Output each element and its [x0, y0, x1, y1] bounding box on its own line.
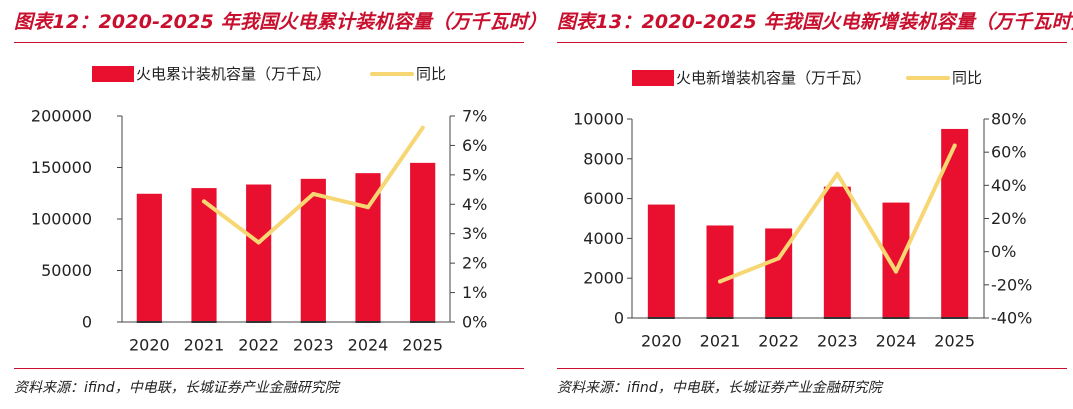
title-divider: [14, 42, 524, 43]
source-divider: [14, 368, 524, 369]
bar: [191, 188, 217, 322]
y-tick-label-right: 1%: [462, 283, 487, 302]
yoy-point: [256, 240, 261, 245]
y-tick-label-right: 5%: [462, 165, 487, 184]
bar: [246, 184, 272, 322]
bar: [706, 225, 734, 318]
source-note: 资料来源：ifind，中电联，长城证券产业金融研究院: [14, 380, 339, 396]
y-tick-label-left: 6000: [583, 189, 624, 208]
yoy-point: [420, 125, 425, 130]
y-tick-label-right: 40%: [991, 176, 1027, 195]
y-tick-label-left: 150000: [31, 158, 92, 177]
x-tick-label: 2024: [876, 332, 917, 351]
y-tick-label-right: -40%: [991, 309, 1032, 328]
y-tick-label-left: 100000: [31, 210, 92, 229]
y-tick-label-right: 60%: [991, 143, 1027, 162]
y-tick-label-right: 6%: [462, 136, 487, 155]
legend-label-line: 同比: [952, 69, 982, 87]
yoy-point: [366, 205, 370, 210]
legend-label-line: 同比: [416, 65, 446, 83]
y-tick-label-right: 0%: [991, 242, 1016, 261]
y-tick-label-left: 2000: [583, 269, 624, 288]
chart-title: 图表12：2020-2025 年我国火电累计装机容量（万千瓦时）: [14, 11, 548, 33]
x-tick-label: 2024: [348, 336, 389, 355]
y-tick-label-right: 3%: [462, 224, 487, 243]
chart-title: 图表13：2020-2025 年我国火电新增装机容量（万千瓦时）: [557, 11, 1073, 33]
legend-swatch-bar: [92, 66, 134, 82]
x-tick-label: 2021: [184, 336, 225, 355]
chart-panel-left: 图表12：2020-2025 年我国火电累计装机容量（万千瓦时） 0 50000 1…: [0, 0, 547, 409]
y-tick-label-left: 10000: [573, 110, 624, 129]
y-tick-label-left: 200000: [31, 107, 92, 126]
chart-left: 0 50000 100000 150000 200000 0% 1% 2% 3% 4% 5% 6% 7%…: [31, 65, 487, 355]
bar: [882, 202, 910, 318]
y-tick-label-right: 20%: [991, 209, 1027, 228]
bar: [136, 193, 162, 322]
source-note: 资料来源：ifind，中电联，长城证券产业金融研究院: [557, 380, 882, 396]
x-tick-label: 2022: [238, 336, 279, 355]
bar: [823, 186, 851, 318]
y-tick-label-right: 80%: [991, 110, 1027, 129]
legend-label-bar: 火电新增装机容量（万千瓦）: [676, 69, 871, 87]
x-tick-label: 2020: [641, 332, 682, 351]
y-tick-label-right: -20%: [991, 275, 1032, 294]
yoy-point: [202, 199, 206, 204]
yoy-point: [835, 171, 840, 176]
legend-label-bar: 火电累计装机容量（万千瓦）: [136, 65, 331, 83]
x-tick-label: 2021: [700, 332, 741, 351]
yoy-point: [718, 279, 722, 284]
y-tick-label-left: 50000: [41, 261, 92, 280]
y-tick-label-right: 7%: [462, 107, 487, 126]
y-tick-label-left: 4000: [583, 229, 624, 248]
bar: [647, 204, 675, 318]
yoy-point: [894, 269, 898, 274]
yoy-point: [952, 143, 957, 148]
yoy-point: [311, 191, 316, 196]
x-tick-label: 2020: [129, 336, 170, 355]
y-tick-label-right: 0%: [462, 313, 487, 332]
legend-swatch-bar: [632, 70, 674, 86]
yoy-point: [776, 256, 781, 261]
y-tick-label-right: 4%: [462, 195, 487, 214]
x-tick-label: 2022: [758, 332, 799, 351]
chart-panel-right: 图表13：2020-2025 年我国火电新增装机容量（万千瓦时） 0 2000 40…: [543, 0, 1073, 409]
x-tick-label: 2023: [817, 332, 858, 351]
source-divider: [557, 368, 1067, 369]
x-tick-label: 2025: [402, 336, 443, 355]
x-tick-label: 2025: [934, 332, 975, 351]
y-tick-label-left: 8000: [583, 149, 624, 168]
chart-right: 0 2000 4000 6000 8000 10000 -40% -20% 0% 20% 40% 60…: [573, 69, 1032, 351]
y-tick-label-left: 0: [614, 309, 624, 328]
x-tick-label: 2023: [293, 336, 334, 355]
title-divider: [557, 42, 1067, 43]
bar: [410, 162, 436, 322]
y-tick-label-right: 2%: [462, 254, 487, 273]
y-tick-label-left: 0: [82, 313, 92, 332]
bar: [941, 128, 969, 318]
